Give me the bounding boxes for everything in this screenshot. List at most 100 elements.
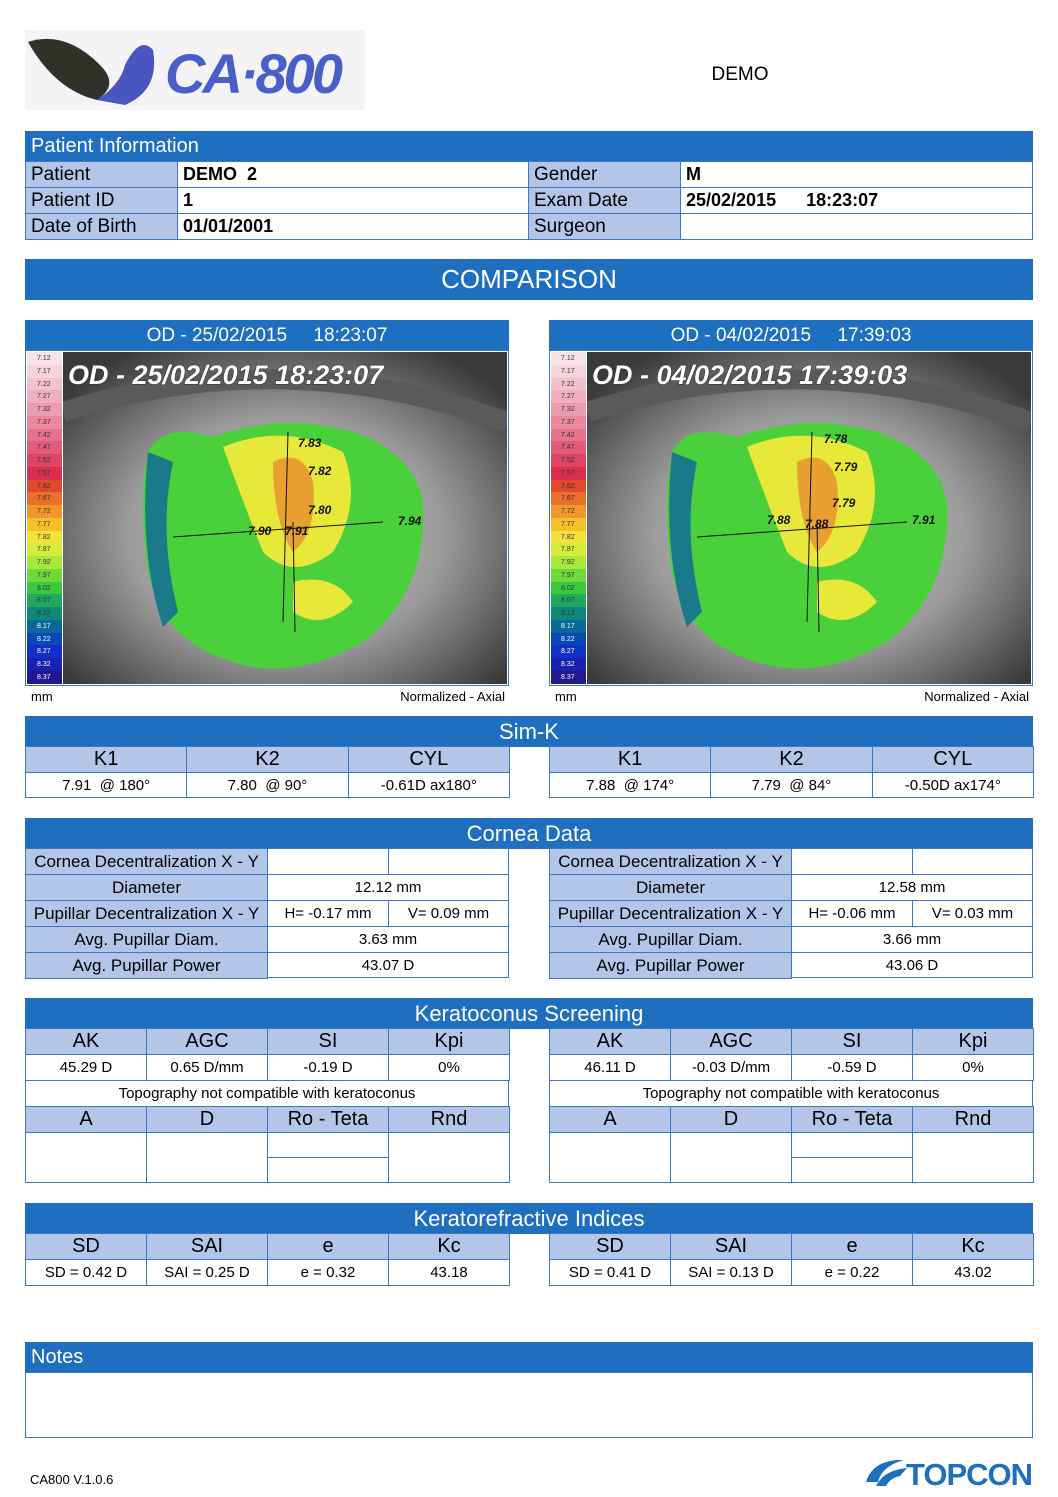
axis-line [172, 431, 384, 633]
column-header: AGC [670, 1028, 792, 1055]
value-cell: -0.03 D/mm [670, 1054, 792, 1081]
map-value: 7.79 [834, 460, 858, 474]
row-label: Avg. Pupillar Power [549, 952, 792, 979]
field-label: Date of Birth [25, 213, 178, 240]
value-cell [267, 1157, 389, 1183]
scale-label: 7.87 [551, 543, 586, 557]
section-title: Patient Information [25, 131, 1033, 162]
map-mode: Normalized - Axial [400, 688, 505, 704]
logo: CA·800 [25, 30, 365, 110]
value-cell: 12.12 mm [267, 874, 509, 901]
column-header: K1 [549, 746, 712, 773]
row-label: Diameter [25, 874, 268, 901]
column-header: AK [549, 1028, 671, 1055]
field-label: Patient ID [25, 187, 178, 214]
value-cell: 3.66 mm [791, 926, 1033, 953]
eye-image: OD - 25/02/2015 18:23:07 7.83 7.82 7.80 7.90… [63, 352, 507, 684]
scale-label: 7.57 [27, 466, 62, 480]
field-value: 1 [177, 187, 529, 214]
value-cell: V= 0.03 mm [912, 900, 1033, 927]
scale-label: 7.92 [27, 556, 62, 570]
scale-label: 8.02 [551, 581, 586, 595]
map-header: OD - 04/02/2015 17:39:03 [549, 320, 1033, 351]
value-cell [791, 1157, 913, 1183]
field-value: M [680, 161, 1033, 188]
scale-label: 8.32 [551, 658, 586, 672]
column-header: D [146, 1106, 268, 1133]
scale-label: 7.82 [551, 530, 586, 544]
map-unit: mm [31, 688, 53, 704]
map-overlay: OD - 04/02/2015 17:39:03 [592, 360, 907, 390]
field-value: 25/02/2015 18:23:07 [680, 187, 1033, 214]
value-cell [549, 1132, 671, 1183]
notes-box [25, 1372, 1033, 1438]
column-header: Ro - Teta [791, 1106, 913, 1133]
column-header: D [670, 1106, 792, 1133]
value-cell: e = 0.32 [267, 1259, 389, 1286]
map-value: 7.91 [912, 513, 936, 527]
logo-wing [97, 45, 155, 105]
map-value: 7.82 [308, 464, 332, 478]
value-cell: 7.80 @ 90° [186, 772, 349, 798]
column-header: SAI [670, 1233, 792, 1260]
section-title: Notes [25, 1342, 1033, 1373]
scale-label: 7.77 [551, 517, 586, 531]
scale-label: 7.17 [551, 364, 586, 378]
column-header: K2 [710, 746, 873, 773]
map-unit: mm [555, 688, 577, 704]
value-cell [912, 1132, 1034, 1183]
value-cell: 46.11 D [549, 1054, 671, 1081]
value-cell: 7.88 @ 174° [549, 772, 712, 798]
value-cell [267, 1132, 389, 1158]
column-header: A [25, 1106, 147, 1133]
section-title: Keratorefractive Indices [25, 1203, 1033, 1234]
scale-label: 8.37 [551, 670, 586, 684]
value-cell [146, 1132, 268, 1183]
column-header: SD [549, 1233, 671, 1260]
row-label: Pupillar Decentralization X - Y [549, 900, 792, 927]
value-cell: 7.79 @ 84° [710, 772, 873, 798]
column-header: SI [267, 1028, 389, 1055]
eyelid [63, 369, 507, 432]
scale-label: 8.22 [27, 632, 62, 646]
scale-label: 8.32 [27, 658, 62, 672]
value-cell: SD = 0.42 D [25, 1259, 147, 1286]
value-cell: 43.18 [388, 1259, 510, 1286]
scale-label: 8.12 [27, 607, 62, 621]
topo-zone [669, 452, 702, 627]
result-cell: Topography not compatible with keratocon… [25, 1080, 509, 1107]
scale-label: 7.72 [27, 505, 62, 519]
scale-label: 7.12 [551, 352, 586, 366]
scale-label: 7.42 [551, 428, 586, 442]
value-cell: 45.29 D [25, 1054, 147, 1081]
value-cell: -0.59 D [791, 1054, 913, 1081]
column-header: K2 [186, 746, 349, 773]
row-label: Avg. Pupillar Diam. [549, 926, 792, 953]
scale-label: 7.32 [27, 403, 62, 417]
value-cell [25, 1132, 147, 1183]
scale-label: 7.37 [551, 415, 586, 429]
scale-label: 7.42 [27, 428, 62, 442]
field-value: DEMO 2 [177, 161, 529, 188]
scale-label: 7.62 [27, 479, 62, 493]
scale-label: 7.37 [27, 415, 62, 429]
scale-label: 8.07 [551, 594, 586, 608]
scale-label: 7.32 [551, 403, 586, 417]
row-label: Diameter [549, 874, 792, 901]
map-value: 7.88 [805, 517, 829, 531]
scale-label: 8.37 [27, 670, 62, 684]
value-cell: -0.50D ax174° [871, 772, 1034, 798]
value-cell: SAI = 0.13 D [670, 1259, 792, 1286]
column-header: e [267, 1233, 389, 1260]
column-header: AK [25, 1028, 147, 1055]
brand-logo: TOPCON [866, 1457, 1033, 1492]
row-label: Cornea Decentralization X - Y [25, 848, 268, 875]
scale-label: 7.17 [27, 364, 62, 378]
value-cell: 0% [388, 1054, 510, 1081]
map-value: 7.78 [824, 432, 848, 446]
scale-label: 8.17 [551, 619, 586, 633]
map-overlay: OD - 25/02/2015 18:23:07 [68, 360, 385, 390]
scale-label: 7.82 [27, 530, 62, 544]
scale-label: 7.22 [27, 377, 62, 391]
topo-zone [293, 579, 353, 620]
